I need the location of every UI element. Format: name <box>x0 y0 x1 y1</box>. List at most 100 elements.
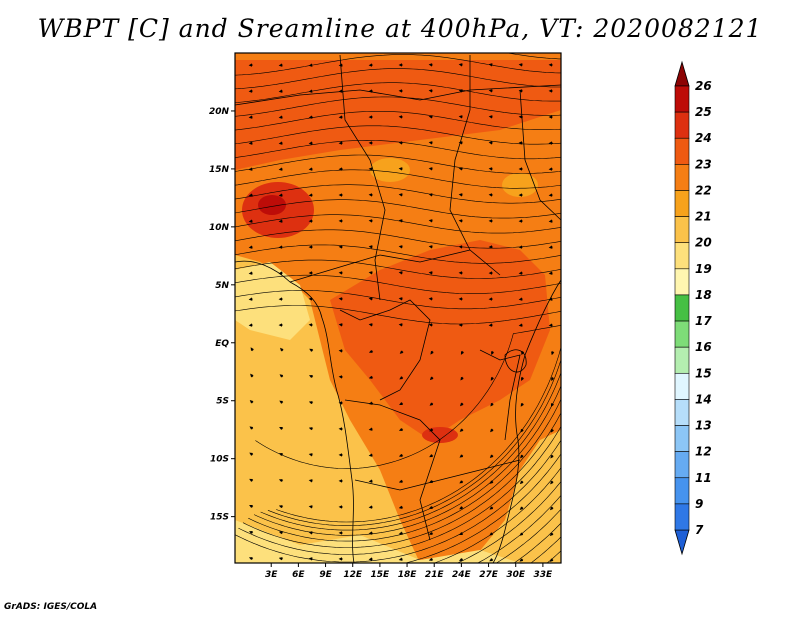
streamlines <box>235 53 561 563</box>
y-tick-label: 20N <box>209 107 230 117</box>
streamline-arrow <box>428 219 434 223</box>
field-spot-east <box>502 173 538 197</box>
streamline-arrow <box>459 505 464 510</box>
colorbar: 26 25 24 23 22 21 20 19 18 17 16 15 14 13 12 11 9 7 <box>674 60 712 556</box>
chart-title: WBPT [C] and Sreamline at 400hPa, VT: 20… <box>37 14 763 43</box>
streamline-arrow <box>519 532 524 536</box>
streamline-arrow <box>398 297 404 301</box>
colorbar-label: 14 <box>695 392 712 406</box>
streamline-arrow <box>308 401 314 405</box>
streamline <box>530 536 561 563</box>
colorbar-label: 17 <box>695 314 712 328</box>
streamline-arrow <box>398 427 404 431</box>
streamline-arrow <box>429 376 434 381</box>
streamline-arrow <box>368 297 374 301</box>
y-tick-label: EQ <box>215 339 229 349</box>
streamline-arrow <box>490 402 494 407</box>
colorbar-segment <box>674 503 690 531</box>
x-axis: 3E 6E 9E 12E 15E 18E 21E 24E 27E 30E 33E <box>265 563 553 580</box>
streamline-arrow <box>248 219 254 223</box>
streamline-arrow <box>428 557 434 561</box>
streamline-arrow <box>428 531 434 535</box>
streamline-arrow <box>249 505 254 509</box>
x-tick-label: 33E <box>534 570 554 580</box>
streamline-arrow <box>368 323 374 327</box>
streamline <box>235 82 561 103</box>
colorbar-label: 19 <box>695 262 712 276</box>
streamline-arrow <box>460 376 464 381</box>
streamline-arrow <box>398 531 404 535</box>
streamline-arrow <box>398 505 404 509</box>
streamline-arrow <box>309 348 314 353</box>
streamline-arrow <box>308 375 314 379</box>
colorbar-label: 23 <box>695 157 712 171</box>
streamline-arrow <box>248 193 254 197</box>
border-east-horn <box>519 89 561 221</box>
streamline-arrow <box>398 271 404 275</box>
streamline-arrow <box>429 428 434 432</box>
x-tick-label: 30E <box>506 570 526 580</box>
streamline-arrow <box>278 141 284 145</box>
streamline <box>235 259 561 279</box>
streamline-arrow <box>249 426 254 430</box>
x-tick-label: 21E <box>425 570 445 580</box>
streamline <box>235 305 561 325</box>
streamline <box>495 508 561 563</box>
streamline <box>235 111 561 131</box>
colorbar-segment <box>674 451 690 479</box>
border-tanzania <box>479 349 521 441</box>
y-tick-label: 10N <box>209 223 230 233</box>
streamline-arrow <box>548 323 554 327</box>
colorbar-segment <box>674 216 690 244</box>
field-hotspot-west-inner <box>258 195 286 215</box>
streamline <box>267 358 561 526</box>
streamline-arrow <box>248 245 254 249</box>
streamline <box>235 439 561 563</box>
colorbar-segment <box>674 190 690 217</box>
x-tick-label: 6E <box>292 570 305 580</box>
streamline-arrow <box>398 453 404 457</box>
streamline-arrow <box>550 480 554 485</box>
colorbar-segment <box>674 399 690 426</box>
streamline-arrow <box>279 400 284 405</box>
colorbar-segment <box>674 294 690 322</box>
streamline-arrow <box>488 89 494 93</box>
streamline-arrow <box>491 350 495 356</box>
lake-victoria <box>504 349 527 373</box>
colorbar-segment <box>674 164 690 191</box>
colorbar-segment <box>674 111 690 139</box>
streamline-arrow <box>519 480 524 485</box>
field-south-pale <box>235 520 520 563</box>
streamline-arrow <box>308 427 314 431</box>
streamline <box>276 345 561 523</box>
colorbar-label: 24 <box>695 131 712 145</box>
streamline-arrow <box>368 375 374 379</box>
colorbar-label: 25 <box>695 105 712 119</box>
streamline-arrow <box>428 505 434 509</box>
x-tick-label: 12E <box>343 570 363 580</box>
streamline-arrow <box>249 400 254 404</box>
streamline-arrow <box>278 115 284 119</box>
colorbar-label: 13 <box>695 419 712 433</box>
streamline <box>235 169 561 189</box>
colorbar-segment <box>674 346 690 374</box>
colorbar-label: 16 <box>695 340 712 354</box>
streamline-arrow <box>279 374 284 378</box>
colorbar-label: 7 <box>695 523 704 537</box>
streamline-arrow <box>490 428 494 433</box>
streamline-arrow <box>458 89 464 93</box>
streamline <box>235 68 561 90</box>
x-tick-label: 15E <box>371 570 391 580</box>
streamline <box>456 481 561 563</box>
streamline <box>255 325 561 469</box>
streamline <box>235 154 561 174</box>
border-congo <box>339 299 431 401</box>
streamline-arrow <box>548 271 554 275</box>
y-tick-label: 15N <box>209 165 230 175</box>
colorbar-segment <box>674 137 690 165</box>
streamline-arrow <box>278 531 284 535</box>
field-north-hot <box>235 60 561 170</box>
streamline-arrow <box>248 167 254 171</box>
x-tick-label: 9E <box>319 570 332 580</box>
